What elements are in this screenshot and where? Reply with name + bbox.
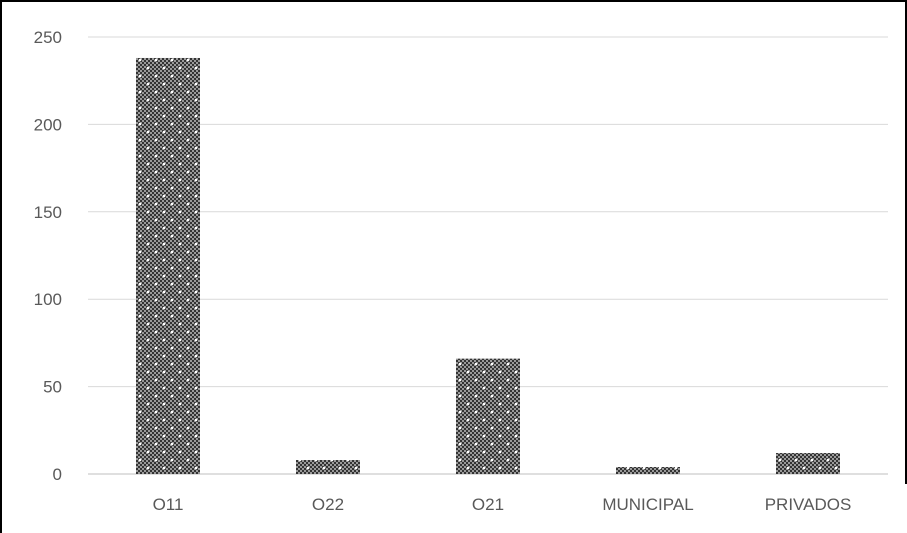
x-category-label: O21 — [472, 495, 504, 514]
x-category-label: O11 — [153, 495, 184, 514]
bar-dot-overlay — [616, 467, 680, 474]
y-tick-label: 250 — [34, 28, 62, 47]
bar-dot-overlay — [296, 460, 360, 474]
bar-municipal — [616, 467, 680, 474]
bar-privados — [776, 453, 840, 474]
bar-dot-overlay — [776, 453, 840, 474]
bar-dot-overlay — [136, 57, 200, 474]
x-category-label: O22 — [312, 495, 344, 514]
y-tick-label: 50 — [43, 378, 62, 397]
x-category-label: PRIVADOS — [765, 495, 852, 514]
x-axis-category-labels: O11 O22 O21 MUNICIPAL PRIVADOS — [153, 495, 852, 514]
y-tick-label: 100 — [34, 290, 62, 309]
y-tick-label: 150 — [34, 203, 62, 222]
bar-dot-overlay — [456, 358, 520, 474]
y-axis-tick-labels: 0 50 100 150 200 250 — [34, 28, 62, 484]
y-tick-label: 200 — [34, 115, 62, 134]
bar-o21 — [456, 358, 520, 474]
bars — [136, 57, 840, 474]
bar-o11 — [136, 57, 200, 474]
y-tick-label: 0 — [53, 465, 62, 484]
x-category-label: MUNICIPAL — [602, 495, 693, 514]
bar-o22 — [296, 460, 360, 474]
